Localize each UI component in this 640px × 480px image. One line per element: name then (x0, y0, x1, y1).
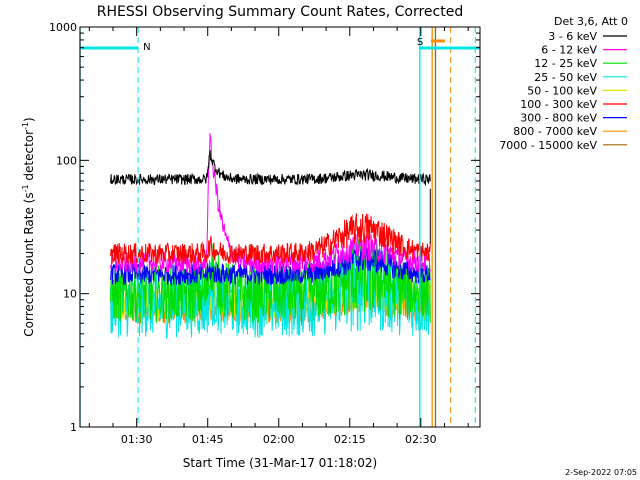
series-line (110, 133, 431, 274)
x-tick-label: 02:30 (405, 433, 437, 446)
chart-title: RHESSI Observing Summary Count Rates, Co… (97, 4, 463, 20)
legend-label: 3 - 6 keV (548, 30, 597, 43)
x-tick-label: 01:30 (121, 433, 153, 446)
y-axis-label-tail: detector (22, 130, 36, 185)
footer-timestamp: 2-Sep-2022 07:05 (565, 468, 637, 477)
legend-label: 7000 - 15000 keV (499, 139, 597, 152)
legend-label: 25 - 50 keV (534, 71, 597, 84)
x-tick-label: 02:00 (263, 433, 295, 446)
series-line (110, 150, 431, 187)
legend-label: 800 - 7000 keV (513, 125, 597, 138)
legend-label: 50 - 100 keV (527, 84, 597, 97)
series-line (110, 213, 431, 266)
legend-header: Det 3,6, Att 0 (554, 15, 628, 28)
y-axis: 1 10 100 1000 (49, 21, 480, 434)
y-axis-label: Corrected Count Rate (s-1 detector-1) (21, 117, 36, 336)
x-axis-label: Start Time (31-Mar-17 01:18:02) (183, 456, 377, 470)
plot-frame (79, 26, 481, 428)
x-tick-label: 02:15 (334, 433, 366, 446)
legend-label: 12 - 25 keV (534, 57, 597, 70)
y-axis-label-sup1: -1 (21, 184, 30, 192)
x-tick-label: 01:45 (192, 433, 224, 446)
legend-label: 300 - 800 keV (520, 112, 597, 125)
y-tick-label: 1 (70, 421, 77, 434)
night-bar-label: N (143, 42, 150, 53)
x-axis: 01:30 01:45 02:00 02:15 02:30 (88, 27, 469, 446)
y-axis-label-main: Corrected Count Rate (s (22, 192, 36, 336)
y-axis-label-end: ) (22, 117, 36, 122)
legend-label: 100 - 300 keV (520, 98, 597, 111)
y-axis-label-sup2: -1 (21, 122, 30, 130)
legend-label: 6 - 12 keV (541, 44, 597, 57)
y-tick-label: 10 (63, 288, 77, 301)
series-line (110, 245, 431, 287)
y-tick-label: 100 (56, 154, 77, 167)
y-tick-label: 1000 (49, 21, 77, 34)
saa-bar-label: S (417, 37, 423, 48)
